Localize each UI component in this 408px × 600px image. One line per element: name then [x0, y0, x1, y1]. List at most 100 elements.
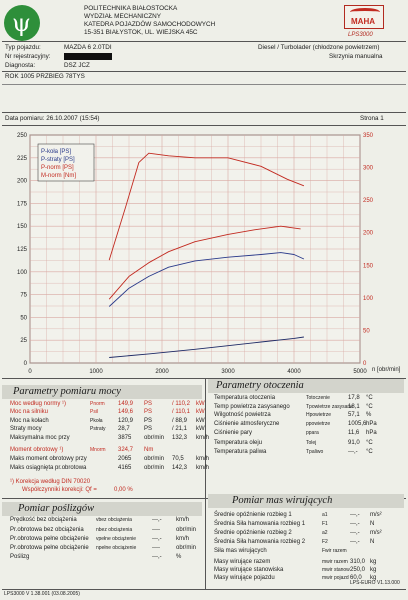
slip-param-symbol: vpełne obciążenie [96, 536, 137, 542]
mass-param-label: Masy wirujące razem [214, 559, 271, 565]
institution-line-2: WYDZIAŁ MECHANICZNY [84, 13, 162, 20]
x-tick-label: 0 [28, 369, 32, 375]
slip-param-value: ---,- [152, 536, 162, 542]
power-param-unit: obr/min [144, 456, 165, 462]
power-param-value-2: 70,5 [172, 456, 184, 462]
env-param-unit: hPa [366, 421, 377, 427]
registration-label: Nr rejestracyjny: [5, 53, 51, 60]
maha-logo: MAHA [344, 5, 384, 29]
power-param-label: Moment obrotowy ¹) [10, 447, 64, 453]
correction-coefficient-value: 0,00 % [114, 487, 133, 493]
power-param-unit: Nm [144, 447, 154, 453]
power-param-unit-2: kW [196, 409, 205, 415]
power-param-label: Straty mocy [10, 426, 42, 432]
mass-param-symbol: Fwir razem [322, 548, 347, 554]
env-param-unit: °C [366, 404, 373, 410]
environment-params-title: Parametry otoczenia [216, 380, 304, 391]
university-logo-glyph: ψ [12, 9, 31, 37]
env-param-unit: hPa [366, 430, 377, 436]
y-right-tick-label: 350 [363, 133, 374, 139]
mass-param-unit: m/s² [370, 512, 382, 518]
power-param-unit-2: km/h [196, 435, 210, 441]
power-torque-chart: 0 1000 2000 3000 4000 50000255075100125150175… [17, 133, 401, 375]
y-right-tick-label: 150 [363, 263, 374, 269]
footer-line [2, 589, 406, 590]
power-param-label: Moc na kołach [10, 418, 49, 424]
y-left-tick-label: 150 [17, 224, 28, 230]
mass-param-symbol: mwir stanow [322, 567, 350, 573]
power-param-unit-2: kW [196, 401, 205, 407]
mass-title-bar [208, 494, 404, 508]
env-param-value: 18,1 [348, 404, 360, 410]
power-param-value-2: / 21,1 [172, 426, 188, 432]
slip-top-line [2, 498, 406, 499]
slip-param-label: Poślizg [10, 554, 30, 560]
series-line-3 [108, 152, 305, 261]
mass-param-label: Średnia Siła hamowania rozbieg 1 [214, 521, 306, 527]
mass-param-symbol: a2 [322, 530, 328, 536]
engine-type: Diesel / Turbolader (chłodzone powietrze… [258, 44, 380, 51]
env-title-bar [208, 379, 404, 393]
power-param-label: Maks osiągnięta pr.obrotowa [10, 465, 87, 471]
slip-param-value: ---- [152, 545, 160, 551]
header-divider [2, 41, 406, 42]
power-param-value: 2065 [118, 456, 132, 462]
institution-line-4: 15-351 BIAŁYSTOK, UL. WIEJSKA 45C [84, 29, 198, 36]
diagnostician-label: Diagnosta: [5, 62, 36, 69]
mass-param-symbol: a1 [322, 512, 328, 518]
mass-param-unit: kg [370, 559, 377, 565]
power-param-symbol: Pnorm [90, 401, 105, 407]
y-left-tick-label: 25 [20, 338, 27, 344]
x-axis-label: n [obr/min] [372, 367, 401, 373]
env-param-unit: °C [366, 395, 373, 401]
env-param-value: 91,0 [348, 440, 360, 446]
legend-p-kola: P-koła [PS] [41, 149, 71, 155]
power-params-title: Parametry pomiaru mocy [13, 386, 121, 397]
power-param-value: 149,9 [118, 401, 134, 407]
mass-param-label: Masy wirujące stanowiska [214, 567, 284, 573]
vehicle-note: ROK 1005 PRZBIEG 78TYS [5, 73, 85, 80]
registration-redacted [64, 53, 112, 60]
mass-param-symbol: F2 [322, 539, 328, 545]
power-param-value-2: / 110,1 [172, 409, 190, 415]
rotating-mass-title: Pomiar mas wirujących [232, 495, 333, 506]
slip-param-value: ---,- [152, 517, 162, 523]
date-top-line [2, 112, 406, 113]
mass-param-value: ---,- [350, 512, 360, 518]
slip-param-unit: km/h [176, 517, 190, 523]
x-tick-label: 5000 [353, 369, 367, 375]
env-param-symbol: Tpowietrze zasysane [306, 404, 353, 410]
slip-param-label: Pr.obrotowa bez obciążenia [10, 527, 84, 533]
power-param-unit: PS [144, 418, 153, 424]
power-param-value: 120,9 [118, 418, 134, 424]
env-param-label: Ciśnienie atmosferyczne [214, 421, 280, 427]
env-param-symbol: Tolej [306, 440, 317, 446]
slip-param-symbol: nbez obciążenia [96, 527, 133, 533]
mass-param-unit: N [370, 521, 375, 527]
y-right-tick-label: 0 [363, 361, 367, 367]
env-param-label: Wilgotność powietrza [214, 412, 271, 418]
mass-param-symbol: mwir razem [322, 559, 348, 565]
env-param-symbol: ppara [306, 430, 319, 436]
mass-param-unit: m/s² [370, 530, 382, 536]
vehicle-type-label: Typ pojazdu: [5, 44, 41, 51]
mass-param-symbol: mwir pojazd [322, 575, 349, 581]
power-param-symbol: Psil [90, 409, 99, 415]
mass-param-label: Masy wirujące pojazdu [214, 575, 275, 581]
chart-grid [29, 134, 361, 364]
power-param-value: 149,6 [118, 409, 134, 415]
env-param-label: Temperatura paliwa [214, 449, 267, 455]
y-left-tick-label: 250 [17, 133, 28, 139]
env-param-value: ---,- [348, 449, 358, 455]
note-divider [2, 84, 406, 85]
power-param-value: 3875 [118, 435, 132, 441]
legend-p-norm: P-norm [PS] [41, 165, 74, 171]
y-left-tick-label: 0 [24, 361, 28, 367]
institution-line-3: KATEDRA POJAZDÓW SAMOCHODOWYCH [84, 21, 216, 28]
series-line-0 [108, 252, 305, 307]
env-param-symbol: Hpowietrze [306, 412, 332, 418]
env-param-label: Ciśnienie pary [214, 430, 253, 436]
legend-p-straty: P-straty [PS] [41, 157, 75, 163]
power-param-symbol: Pstraty [90, 426, 106, 432]
y-right-tick-label: 50 [363, 328, 370, 334]
